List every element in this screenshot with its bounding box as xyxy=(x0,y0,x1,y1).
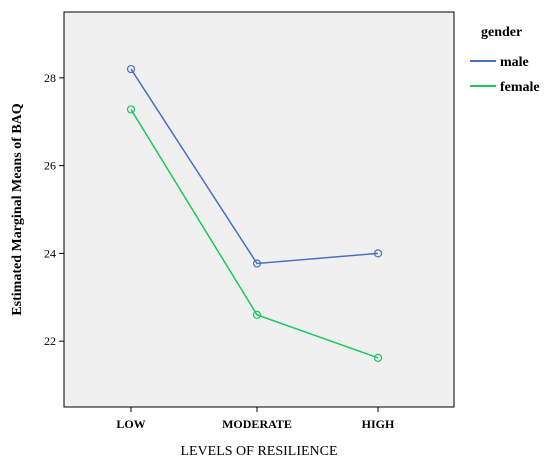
data-point-male xyxy=(252,259,262,268)
x-tick-label: LOW xyxy=(116,417,145,431)
x-axis-title: LEVELS OF RESILIENCE xyxy=(180,444,337,459)
data-point-female xyxy=(252,310,262,319)
legend: gender male female xyxy=(470,25,540,95)
data-point-female xyxy=(126,105,136,114)
y-axis-title: Estimated Marginal Means of BAQ xyxy=(10,103,25,315)
series-group xyxy=(126,64,383,362)
series-line-female xyxy=(130,109,379,359)
x-tick-label: HIGH xyxy=(362,417,395,431)
data-point-female xyxy=(373,353,383,362)
plot-area xyxy=(63,11,455,408)
series-line-male xyxy=(130,68,379,265)
y-tick-label: 26 xyxy=(44,159,56,173)
legend-label-female: female xyxy=(500,80,540,95)
x-tick-label: MODERATE xyxy=(222,417,292,431)
y-tick-label: 28 xyxy=(44,71,56,85)
legend-label-male: male xyxy=(500,55,529,70)
x-axis: LOW MODERATE HIGH xyxy=(116,407,395,431)
legend-title: gender xyxy=(481,25,522,40)
data-point-male xyxy=(373,249,383,258)
y-tick-label: 22 xyxy=(44,334,56,348)
data-point-male xyxy=(126,64,136,74)
y-axis: 22 24 26 28 xyxy=(44,71,64,348)
y-tick-label: 24 xyxy=(44,246,56,260)
